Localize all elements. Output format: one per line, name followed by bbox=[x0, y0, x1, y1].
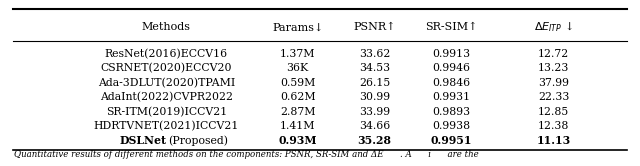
Text: DSLNet: DSLNet bbox=[119, 135, 166, 146]
Text: 34.66: 34.66 bbox=[359, 121, 390, 131]
Text: SR-SIM↑: SR-SIM↑ bbox=[425, 22, 477, 32]
Text: 0.93M: 0.93M bbox=[278, 135, 317, 146]
Text: Methods: Methods bbox=[142, 22, 191, 32]
Text: AdaInt(2022)CVPR2022: AdaInt(2022)CVPR2022 bbox=[100, 92, 233, 102]
Text: 0.9846: 0.9846 bbox=[432, 78, 470, 88]
Text: 34.53: 34.53 bbox=[359, 63, 390, 73]
Text: ResNet(2016)ECCV16: ResNet(2016)ECCV16 bbox=[105, 49, 228, 59]
Text: 0.59M: 0.59M bbox=[280, 78, 316, 88]
Text: 12.85: 12.85 bbox=[538, 107, 569, 117]
Text: 1.37M: 1.37M bbox=[280, 49, 316, 59]
Text: 22.33: 22.33 bbox=[538, 92, 570, 102]
Text: 0.9931: 0.9931 bbox=[432, 92, 470, 102]
Text: 11.13: 11.13 bbox=[536, 135, 571, 146]
Text: 13.23: 13.23 bbox=[538, 63, 570, 73]
Text: 30.99: 30.99 bbox=[359, 92, 390, 102]
Text: $\Delta E_{ITP}$ ↓: $\Delta E_{ITP}$ ↓ bbox=[534, 20, 573, 34]
Text: 2.87M: 2.87M bbox=[280, 107, 316, 117]
Text: 33.62: 33.62 bbox=[358, 49, 390, 59]
Text: 0.9938: 0.9938 bbox=[432, 121, 470, 131]
Text: Quantitative results of different methods on the components: PSNR, SR-SIM and ΔE: Quantitative results of different method… bbox=[14, 150, 479, 159]
Text: 26.15: 26.15 bbox=[359, 78, 390, 88]
Text: 33.99: 33.99 bbox=[359, 107, 390, 117]
Text: Params↓: Params↓ bbox=[272, 22, 323, 32]
Text: (Proposed): (Proposed) bbox=[168, 135, 228, 146]
Text: 12.72: 12.72 bbox=[538, 49, 569, 59]
Text: 0.9913: 0.9913 bbox=[432, 49, 470, 59]
Text: 36K: 36K bbox=[287, 63, 308, 73]
Text: PSNR↑: PSNR↑ bbox=[353, 22, 396, 32]
Text: 0.9951: 0.9951 bbox=[431, 135, 472, 146]
Text: 1.41M: 1.41M bbox=[280, 121, 316, 131]
Text: 37.99: 37.99 bbox=[538, 78, 569, 88]
Text: 35.28: 35.28 bbox=[357, 135, 392, 146]
Text: SR-ITM(2019)ICCV21: SR-ITM(2019)ICCV21 bbox=[106, 107, 227, 117]
Text: 0.62M: 0.62M bbox=[280, 92, 316, 102]
Text: CSRNET(2020)ECCV20: CSRNET(2020)ECCV20 bbox=[100, 63, 232, 74]
Text: HDRTVNET(2021)ICCV21: HDRTVNET(2021)ICCV21 bbox=[93, 121, 239, 131]
Text: Ada-3DLUT(2020)TPAMI: Ada-3DLUT(2020)TPAMI bbox=[98, 78, 235, 88]
Text: 0.9893: 0.9893 bbox=[432, 107, 470, 117]
Text: 0.9946: 0.9946 bbox=[432, 63, 470, 73]
Text: 12.38: 12.38 bbox=[538, 121, 570, 131]
